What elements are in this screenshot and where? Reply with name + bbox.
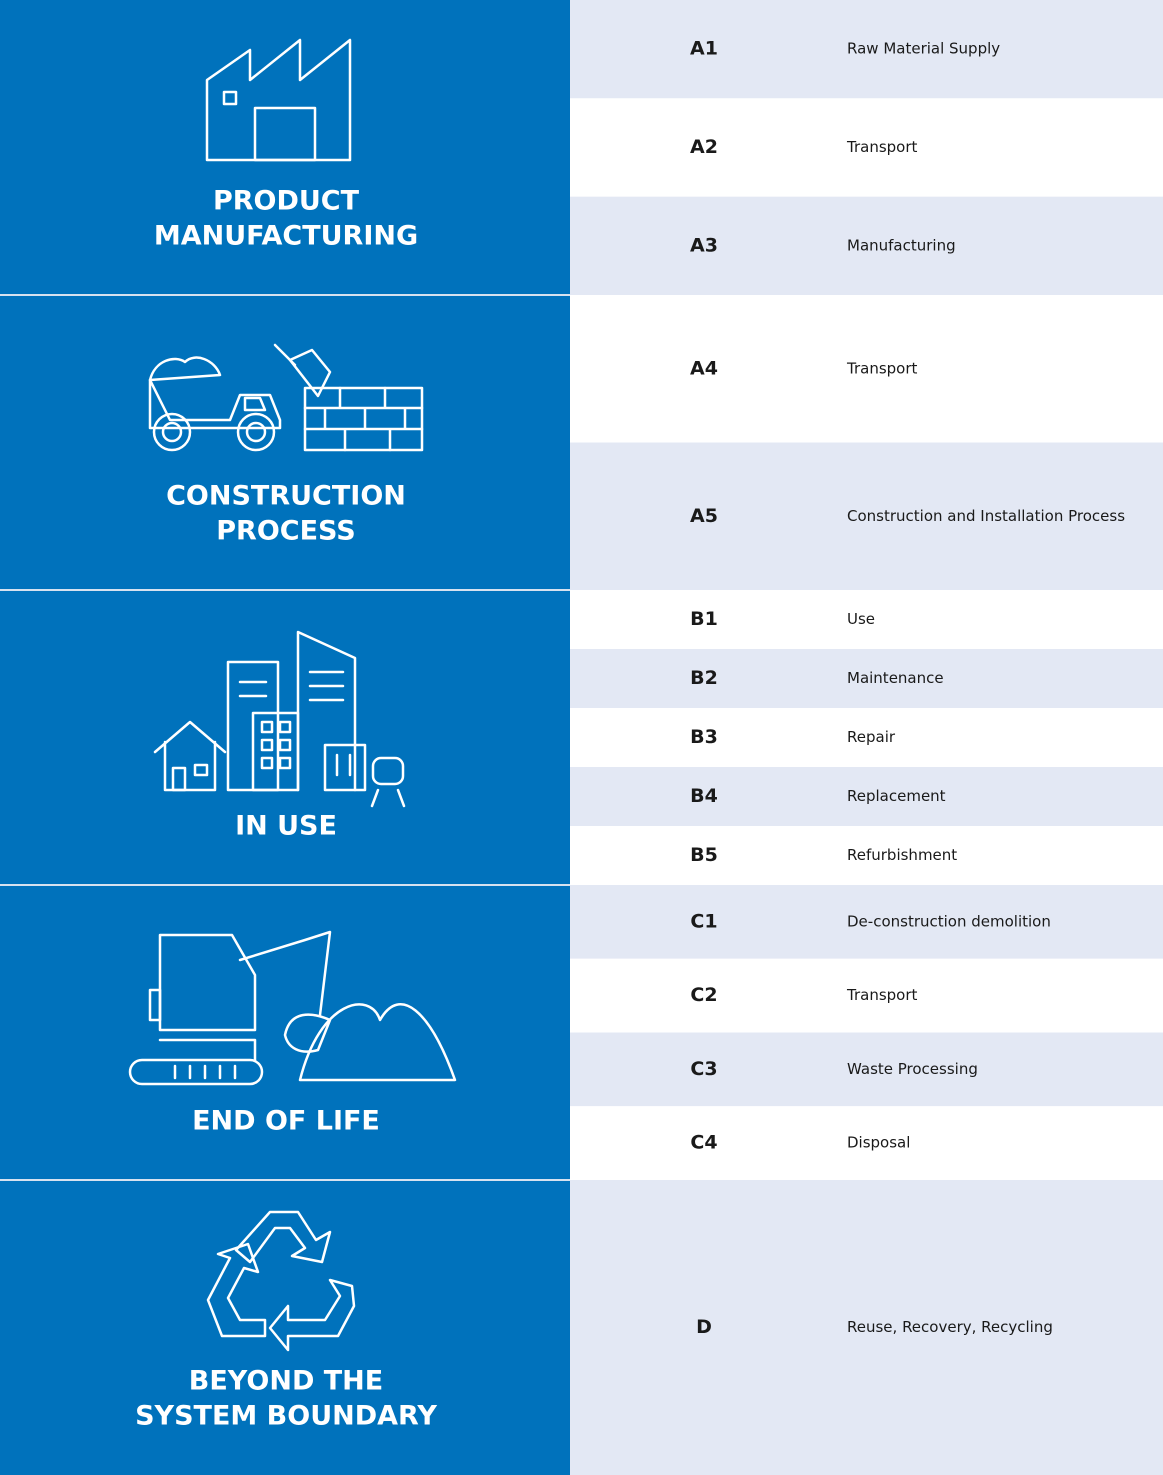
stage-title: IN USE — [235, 811, 337, 842]
stage-divider — [0, 884, 570, 886]
module-code: A1 — [690, 38, 718, 60]
module-code: A5 — [690, 505, 718, 527]
module-code: C3 — [690, 1058, 717, 1080]
module-code: B2 — [690, 667, 718, 689]
stage-title: BEYOND THE — [189, 1366, 383, 1397]
module-label: De-construction demolition — [847, 912, 1051, 930]
module-label: Transport — [846, 138, 918, 156]
module-row — [570, 958, 1163, 1033]
recycle-icon — [206, 1210, 356, 1352]
module-code: A4 — [690, 357, 718, 379]
module-label: Use — [847, 610, 875, 628]
module-code: C1 — [690, 910, 717, 932]
stage-panel — [0, 0, 570, 295]
stage-panel — [0, 295, 570, 590]
module-row — [570, 1180, 1163, 1475]
stage-title: CONSTRUCTION — [166, 481, 406, 512]
module-label: Transport — [846, 359, 918, 377]
module-code: B4 — [690, 785, 718, 807]
stage-title: SYSTEM BOUNDARY — [135, 1401, 437, 1432]
module-row — [570, 98, 1163, 197]
module-code: A2 — [690, 136, 718, 158]
module-label: Raw Material Supply — [847, 40, 1000, 58]
module-label: Manufacturing — [847, 236, 956, 254]
module-row — [570, 649, 1163, 708]
module-row — [570, 0, 1163, 99]
icons — [128, 38, 457, 1352]
module-label: Repair — [847, 728, 896, 746]
module-code: C4 — [690, 1132, 717, 1154]
module-label: Replacement — [847, 787, 946, 805]
stage-title: END OF LIFE — [192, 1106, 380, 1137]
module-row — [570, 767, 1163, 826]
module-row — [570, 826, 1163, 885]
stage-title: PROCESS — [216, 516, 355, 547]
module-label: Waste Processing — [847, 1060, 978, 1078]
module-row — [570, 708, 1163, 767]
stage-title: MANUFACTURING — [154, 221, 418, 252]
city-icon — [153, 630, 406, 808]
module-code: A3 — [690, 234, 718, 256]
excavator-icon — [128, 930, 457, 1086]
stage-panel — [0, 590, 570, 885]
module-row — [570, 1106, 1163, 1180]
module-row — [570, 295, 1163, 443]
module-label: Maintenance — [847, 669, 944, 687]
module-label: Transport — [846, 986, 918, 1004]
module-row — [570, 885, 1163, 959]
module-row — [570, 442, 1163, 590]
module-code: B5 — [690, 844, 718, 866]
stage-title: PRODUCT — [213, 186, 360, 217]
module-code: B3 — [690, 726, 718, 748]
module-label: Reuse, Recovery, Recycling — [847, 1318, 1053, 1336]
stage-divider — [0, 589, 570, 591]
module-row — [570, 196, 1163, 295]
module-row — [570, 590, 1163, 649]
factory-icon — [205, 38, 352, 162]
module-code: D — [696, 1316, 712, 1338]
labels: PRODUCT MANUFACTURING A1 Raw Material Suppl… — [135, 38, 1125, 1432]
module-label: Construction and Installation Process — [847, 507, 1125, 525]
module-row — [570, 1032, 1163, 1107]
stage-divider — [0, 1179, 570, 1181]
stage-divider — [0, 294, 570, 296]
module-code: B1 — [690, 608, 718, 630]
construction-icon — [148, 343, 424, 452]
module-label: Refurbishment — [847, 846, 957, 864]
module-label: Disposal — [847, 1134, 910, 1152]
module-code: C2 — [690, 984, 717, 1006]
